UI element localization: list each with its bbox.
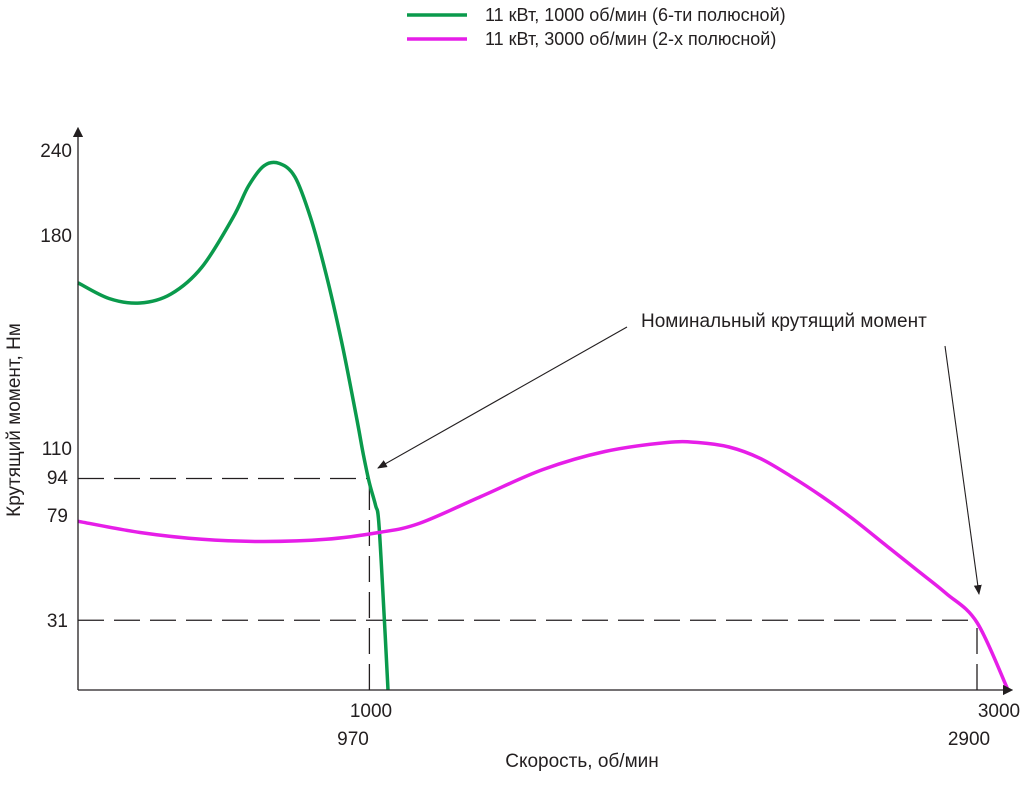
x-tick-labels: 1000 970 3000 2900 — [337, 701, 1020, 750]
x-tick-2900: 2900 — [948, 729, 990, 750]
reference-lines — [78, 477, 978, 690]
legend-item-series-1: 11 кВт, 1000 об/мин (6-ти полюсной) — [407, 5, 786, 25]
annotation-label: Номинальный крутящий момент — [641, 311, 927, 332]
legend: 11 кВт, 1000 об/мин (6-ти полюсной) 11 к… — [407, 5, 786, 49]
annotation-arrow-2-pole — [944, 345, 982, 595]
series-line-6-pole — [77, 160, 390, 691]
annotation-rated-torque: Номинальный крутящий момент — [377, 311, 982, 595]
y-tick-110: 110 — [42, 439, 72, 460]
legend-label-series-2: 11 кВт, 3000 об/мин (2-х полюсной) — [485, 29, 776, 49]
legend-item-series-2: 11 кВт, 3000 об/мин (2-х полюсной) — [407, 29, 776, 49]
y-tick-31: 31 — [47, 611, 68, 632]
x-axis-title: Скорость, об/мин — [505, 751, 659, 772]
y-tick-79: 79 — [47, 506, 68, 527]
y-axis-title: Крутящий момент, Нм — [4, 323, 25, 517]
x-tick-1000: 1000 — [350, 701, 392, 722]
series-line-2-pole — [77, 439, 1010, 691]
y-tick-180: 180 — [40, 226, 72, 247]
y-tick-labels: 240 180 110 94 79 31 — [40, 141, 72, 632]
y-tick-240: 240 — [40, 141, 72, 162]
annotation-arrow-6-pole — [377, 326, 628, 469]
x-tick-3000: 3000 — [978, 701, 1020, 722]
legend-label-series-1: 11 кВт, 1000 об/мин (6-ти полюсной) — [485, 5, 786, 25]
x-tick-970: 970 — [337, 729, 369, 750]
y-tick-94: 94 — [47, 468, 69, 489]
